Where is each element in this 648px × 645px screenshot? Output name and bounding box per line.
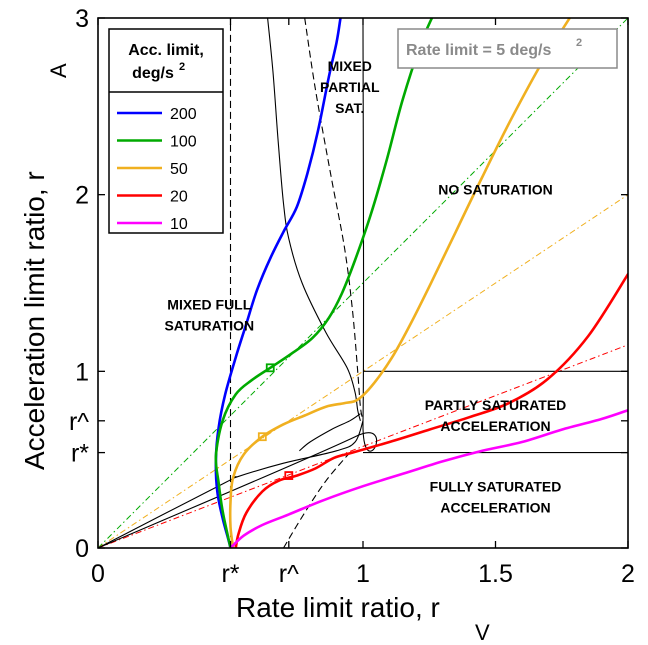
boundary-solid-3 [299, 413, 361, 452]
legend-title-sup: 2 [179, 61, 185, 73]
series-line-200 [214, 18, 342, 548]
legend-label-20: 20 [170, 189, 188, 206]
legend-label-10: 10 [170, 216, 188, 233]
series-line-100 [214, 18, 434, 548]
x-tick-label-1: r* [221, 560, 239, 588]
x-axis-title-subscript: V [475, 620, 490, 645]
x-tick-label-3: 1 [356, 560, 370, 588]
annotation-sup: 2 [576, 37, 582, 49]
region-labels: MIXED PARTIAL SAT. NO SATURATION MIXED FULL S… [164, 58, 566, 515]
x-tick-label-4: 1.5 [478, 560, 513, 588]
boundary-solid-0 [267, 18, 361, 421]
y-axis-title-subscript: A [46, 63, 71, 78]
y-axis-title: Acceleration limit ratio, r [19, 171, 50, 470]
series-line-50 [228, 18, 571, 548]
y-tick-label-2: r^ [69, 408, 89, 436]
rate-limit-annotation: Rate limit = 5 deg/s 2 [397, 28, 618, 69]
legend-label-50: 50 [170, 161, 188, 178]
region-label-4: FULLY SATURATED ACCELERATION [430, 478, 562, 515]
legend-title-line2: deg/s [132, 65, 174, 82]
y-tick-label-0: 0 [75, 535, 89, 563]
y-tick-label-1: r* [71, 440, 89, 468]
region-label-2: MIXED FULL SATURATION [164, 297, 254, 334]
series-marker-50 [257, 432, 267, 442]
series-marker-100 [265, 363, 275, 373]
x-tick-label-0: 0 [91, 560, 105, 588]
legend-label-200: 200 [170, 106, 197, 123]
region-label-3: PARTLY SATURATED ACCELERATION [425, 397, 567, 434]
annotation-text: Rate limit = 5 deg/s [406, 42, 551, 59]
x-tick-label-5: 2 [621, 560, 635, 588]
y-tick-label-5: 3 [75, 5, 89, 33]
y-tick-label-3: 1 [75, 358, 89, 386]
y-axis-ticks: 0 r* r^ 1 2 3 [69, 5, 628, 563]
series-line-10 [229, 408, 628, 548]
legend-entries: 200 100 50 20 10 [117, 106, 197, 233]
x-axis-title: Rate limit ratio, r [236, 592, 440, 623]
x-tick-label-2: r^ [279, 560, 299, 588]
boundary-dashed-7 [304, 18, 364, 421]
legend-box [108, 28, 224, 234]
boundary-dashed-8 [283, 452, 351, 548]
legend-label-100: 100 [170, 134, 197, 151]
markers [257, 363, 294, 480]
legend: Acc. limit, deg/s 2 200 100 50 20 10 [108, 28, 224, 234]
region-label-0: MIXED PARTIAL SAT. [320, 58, 380, 116]
boundary-solid-2 [98, 420, 364, 548]
reference-line-2 [98, 344, 628, 548]
y-tick-label-4: 2 [75, 182, 89, 210]
series-line-20 [234, 272, 628, 548]
series-layer [214, 18, 628, 548]
series-marker-20 [284, 471, 294, 480]
x-axis-ticks: 0 r* r^ 1 1.5 2 [91, 18, 635, 588]
annotation-box [397, 28, 618, 69]
region-label-1: NO SATURATION [438, 182, 553, 198]
legend-title-line1: Acc. limit, [128, 42, 204, 59]
